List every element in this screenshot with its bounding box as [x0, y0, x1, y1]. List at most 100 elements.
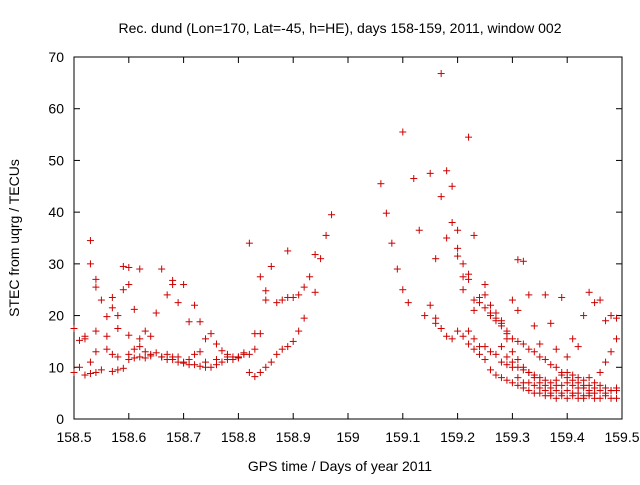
- data-point: [514, 256, 522, 264]
- data-point: [212, 340, 220, 348]
- data-point: [136, 343, 144, 351]
- data-point: [448, 335, 456, 343]
- data-point: [311, 288, 319, 296]
- data-point: [558, 371, 566, 379]
- data-point: [289, 293, 297, 301]
- data-point: [519, 363, 527, 371]
- data-point: [437, 193, 445, 201]
- y-tick-label: 30: [48, 256, 64, 272]
- data-point: [421, 312, 429, 320]
- data-point: [525, 368, 533, 376]
- data-point: [476, 350, 484, 358]
- data-point: [92, 348, 100, 356]
- data-point: [70, 325, 78, 332]
- data-point: [163, 356, 171, 364]
- data-point: [514, 337, 522, 345]
- x-tick-label: 159.5: [604, 429, 639, 445]
- data-point: [574, 389, 582, 397]
- data-point: [459, 273, 467, 281]
- data-point: [212, 356, 220, 364]
- data-point: [125, 350, 133, 358]
- plot-frame: [73, 56, 623, 420]
- data-point: [273, 350, 281, 358]
- data-point: [218, 358, 226, 366]
- data-point: [174, 353, 182, 361]
- data-point: [125, 331, 133, 339]
- data-point: [180, 358, 188, 366]
- data-point: [169, 281, 177, 289]
- data-point: [218, 347, 226, 355]
- data-point: [503, 361, 511, 369]
- data-point: [607, 312, 615, 320]
- data-point: [295, 327, 303, 335]
- data-point: [108, 367, 116, 375]
- data-point: [536, 353, 544, 361]
- data-point: [207, 330, 215, 338]
- data-point: [607, 348, 615, 356]
- data-point: [613, 314, 621, 322]
- data-point: [585, 288, 593, 296]
- data-point: [103, 313, 111, 321]
- data-point: [322, 231, 330, 239]
- data-point: [136, 335, 144, 343]
- data-point: [459, 260, 467, 268]
- data-point: [119, 286, 127, 294]
- data-point: [541, 387, 549, 395]
- data-point: [410, 175, 418, 183]
- data-point: [240, 349, 248, 357]
- data-point: [503, 353, 511, 361]
- data-point: [497, 374, 505, 382]
- data-point: [256, 273, 264, 281]
- data-point: [92, 368, 100, 376]
- data-point: [202, 358, 210, 366]
- data-point: [267, 358, 275, 366]
- data-point: [437, 70, 445, 78]
- data-point: [119, 262, 127, 270]
- data-point: [492, 309, 500, 317]
- data-point: [300, 283, 308, 291]
- data-point: [191, 301, 199, 309]
- data-point: [602, 358, 610, 366]
- data-point: [470, 296, 478, 304]
- data-point: [558, 381, 566, 389]
- data-point: [97, 296, 105, 304]
- data-point: [525, 379, 533, 387]
- data-point: [569, 335, 577, 343]
- data-point: [114, 312, 122, 320]
- data-point: [492, 350, 500, 358]
- data-point: [613, 394, 621, 402]
- data-point: [86, 237, 94, 245]
- data-point: [273, 299, 281, 307]
- data-point: [486, 348, 494, 356]
- data-point: [530, 322, 538, 330]
- data-point: [328, 211, 336, 219]
- data-point: [81, 332, 89, 340]
- data-point: [180, 281, 188, 289]
- x-axis-ticks: 158.5 158.6 158.7 158.8 158.9 159 159.1 159.2 15…: [56, 57, 640, 445]
- data-point: [591, 299, 599, 307]
- y-axis-label: STEC from uqrg / TECUs: [6, 159, 22, 317]
- data-point: [591, 379, 599, 387]
- data-point: [519, 340, 527, 348]
- data-point: [262, 296, 270, 304]
- data-point: [245, 350, 253, 358]
- chart-title: Rec. dund (Lon=170, Lat=-45, h=HE), days…: [119, 20, 562, 36]
- data-point: [92, 327, 100, 335]
- data-point: [602, 317, 610, 325]
- data-point: [141, 354, 149, 362]
- data-point: [108, 293, 116, 301]
- data-point: [530, 374, 538, 382]
- data-point: [152, 349, 160, 357]
- data-point: [454, 327, 462, 335]
- data-point: [443, 167, 451, 175]
- data-point: [114, 325, 122, 332]
- data-point: [196, 318, 204, 326]
- data-point: [300, 314, 308, 322]
- data-point: [514, 306, 522, 314]
- x-tick-label: 159.1: [385, 429, 420, 445]
- data-point: [547, 361, 555, 369]
- data-point: [163, 291, 171, 299]
- data-point: [404, 299, 412, 307]
- y-tick-label: 20: [48, 308, 64, 324]
